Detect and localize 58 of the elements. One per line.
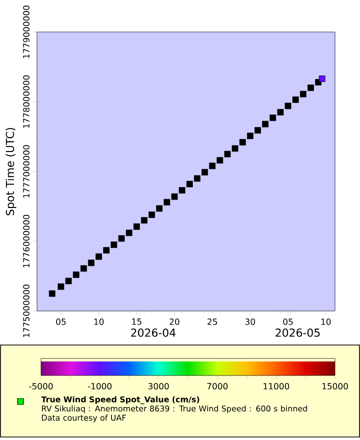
color-bar-label: 3000 [148, 383, 169, 390]
point [148, 212, 155, 218]
point [141, 217, 148, 224]
point [133, 223, 140, 230]
point [209, 162, 216, 170]
x-tick-label: 15 [132, 318, 142, 325]
point [88, 260, 94, 266]
point [65, 278, 72, 284]
point [232, 145, 238, 152]
point [216, 157, 224, 164]
x-tick-label: 10 [321, 318, 331, 325]
point [96, 253, 102, 260]
point [103, 247, 110, 254]
point [58, 283, 64, 290]
point [72, 272, 80, 278]
point [164, 198, 170, 206]
point [318, 76, 326, 82]
point [126, 230, 132, 236]
point [48, 290, 56, 297]
y-axis-title: Spot Time (UTC) [6, 128, 16, 216]
x-tick-label: 20 [170, 318, 180, 325]
point [80, 265, 87, 272]
point [239, 138, 246, 146]
point [202, 168, 208, 176]
point [277, 109, 284, 116]
point [178, 187, 186, 194]
point [194, 175, 200, 182]
y-tick-label: 1775000000 [23, 284, 30, 337]
x-tick-label: 25 [208, 318, 217, 325]
x-tick-label: 05 [283, 318, 293, 325]
point [224, 150, 231, 158]
color-bar-label: 15000 [322, 383, 348, 390]
text: 2026-04 [131, 328, 176, 337]
point [118, 235, 125, 242]
color-bar-label: -1000 [88, 383, 112, 390]
point [292, 96, 299, 103]
point [171, 193, 178, 200]
x-tick-label: 05 [56, 318, 66, 325]
x-tick-label: 10 [94, 318, 104, 325]
point [308, 84, 314, 91]
point [262, 120, 269, 128]
color-bar-label: -5000 [29, 383, 53, 390]
y-tick-label: 1778000000 [23, 75, 30, 128]
point [284, 102, 292, 110]
y-tick-label: 1776000000 [23, 214, 30, 268]
y-tick-label: 1779000000 [23, 6, 30, 58]
point [300, 90, 306, 98]
color-bar-label: 7000 [207, 383, 228, 390]
point [156, 205, 163, 212]
point [186, 180, 193, 188]
y-tick-label: 1777000000 [23, 145, 30, 198]
text: 2026-05 [276, 328, 320, 337]
point [110, 242, 118, 248]
color-bar-label: 11000 [264, 383, 290, 390]
point [246, 132, 254, 140]
x-tick-label: 30 [245, 318, 255, 325]
point [254, 127, 261, 134]
point [270, 114, 276, 121]
